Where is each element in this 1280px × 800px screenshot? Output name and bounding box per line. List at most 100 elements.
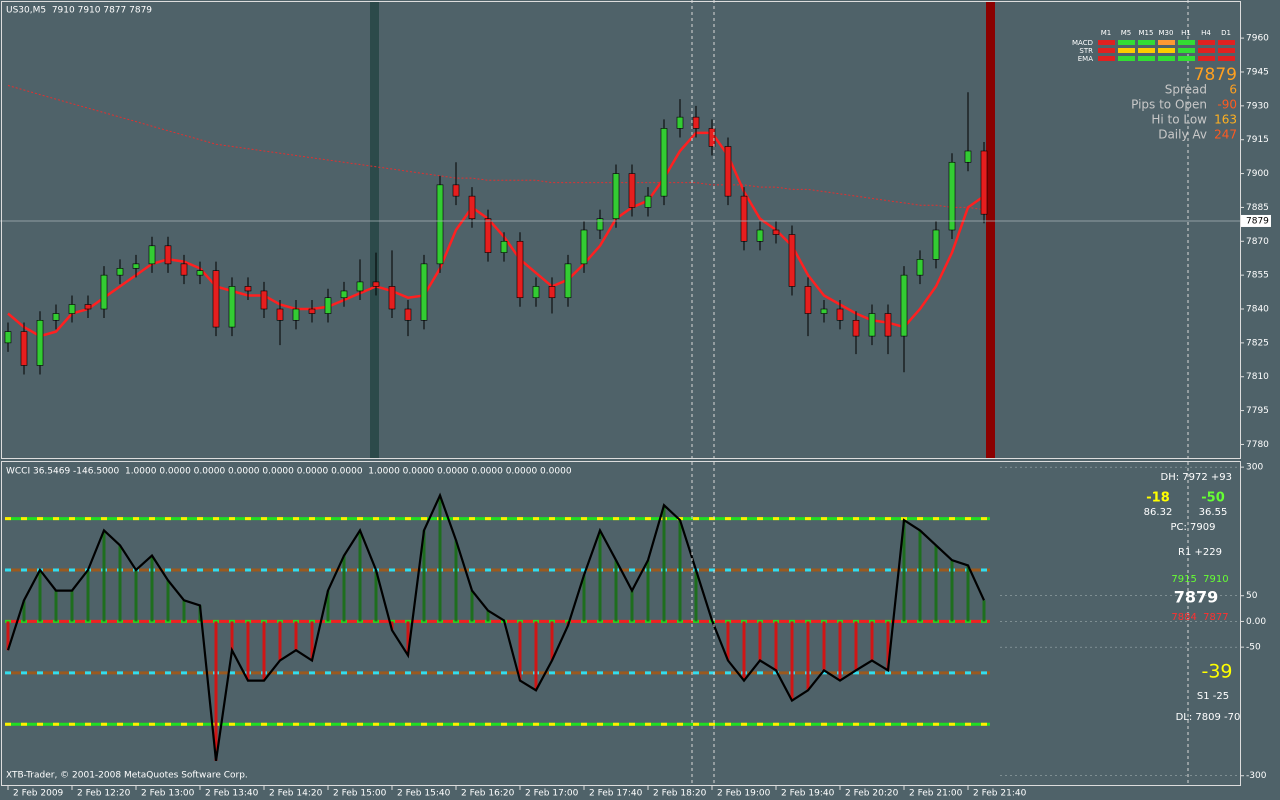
candle-body xyxy=(500,240,508,253)
histogram-bar xyxy=(614,560,618,622)
candle-body xyxy=(420,263,428,321)
pivot-text: 86.32 xyxy=(1144,507,1173,518)
pivot-text: -50 xyxy=(1201,491,1225,506)
info-value: 247 xyxy=(1214,128,1237,142)
indicator-label: EMA xyxy=(1078,55,1093,63)
candle-body xyxy=(292,308,300,321)
candle-body xyxy=(916,259,924,276)
info-value: 163 xyxy=(1214,113,1237,127)
histogram-bar xyxy=(534,621,538,691)
signal-cell xyxy=(1198,48,1215,53)
signal-cell xyxy=(1158,56,1175,61)
candle-body xyxy=(532,286,540,299)
timeframe-label: M1 xyxy=(1101,29,1112,37)
histogram-bar xyxy=(838,621,842,681)
histogram-bar xyxy=(742,621,746,681)
indicator-panel: 300 50 0.00 -50 -300 xyxy=(5,463,1267,781)
pivot-text: DL: 7809 -70 xyxy=(1176,712,1241,723)
histogram-bar xyxy=(182,600,186,622)
candle-body xyxy=(692,116,700,129)
y-tick-label: 7840 xyxy=(1246,305,1269,315)
histogram-bar xyxy=(966,565,970,622)
signal-cell xyxy=(1098,48,1115,53)
signal-cell xyxy=(1218,40,1235,45)
x-tick-label: 2 Feb 13:40 xyxy=(205,789,259,799)
histogram-bar xyxy=(470,590,474,622)
candle-body xyxy=(68,304,76,314)
y-tick-label: 7960 xyxy=(1246,34,1269,44)
candle-body xyxy=(436,184,444,265)
histogram-bar xyxy=(118,545,122,622)
histogram-bar xyxy=(598,530,602,622)
candle-body xyxy=(964,150,972,163)
signal-cell xyxy=(1178,48,1195,53)
histogram-bar xyxy=(278,621,282,661)
histogram-bar xyxy=(758,621,762,661)
histogram-bar xyxy=(374,570,378,622)
histogram-bar xyxy=(262,621,266,681)
histogram-bar xyxy=(822,621,826,671)
info-label: Daily Av xyxy=(1158,128,1207,142)
signal-cell xyxy=(1218,56,1235,61)
x-tick-label: 2 Feb 12:20 xyxy=(77,789,131,799)
candle-body xyxy=(324,297,332,314)
histogram-bar xyxy=(694,570,698,622)
x-tick-label: 2 Feb 14:20 xyxy=(269,789,323,799)
candle-body xyxy=(100,274,108,310)
candle-body xyxy=(36,319,44,366)
histogram-bar xyxy=(790,621,794,701)
histogram-bar xyxy=(870,621,874,661)
histogram-bar xyxy=(214,621,218,761)
candle-body xyxy=(164,245,172,265)
candle-body xyxy=(260,290,268,310)
candle-body xyxy=(308,308,316,314)
candle-body xyxy=(356,281,364,292)
price-big: 7879 xyxy=(1194,65,1237,85)
y-tick-label: -50 xyxy=(1246,643,1261,653)
histogram-bar xyxy=(358,530,362,622)
candle-body xyxy=(884,313,892,337)
x-tick-label: 2 Feb 13:00 xyxy=(141,789,195,799)
histogram-bar xyxy=(70,590,74,622)
candle-body xyxy=(116,268,124,276)
candle-body xyxy=(548,286,556,299)
histogram-bar xyxy=(438,495,442,622)
candle-body xyxy=(20,331,28,366)
histogram-bar xyxy=(310,621,314,661)
histogram-bar xyxy=(422,530,426,622)
y-tick-label: 7780 xyxy=(1246,440,1269,450)
moving-average xyxy=(7,85,985,211)
candle-body xyxy=(788,234,796,287)
histogram-bar xyxy=(342,555,346,622)
histogram-bar xyxy=(246,621,250,681)
footer: XTB-Trader, © 2001-2008 MetaQuotes Softw… xyxy=(6,771,248,781)
signal-cell xyxy=(1178,40,1195,45)
info-label: Hi to Low xyxy=(1151,113,1207,127)
pivot-text: R1 +229 xyxy=(1178,547,1222,558)
y-tick-label: 7885 xyxy=(1246,203,1269,213)
candle-body xyxy=(820,308,828,314)
histogram-bar xyxy=(774,621,778,671)
y-tick-label: 7855 xyxy=(1246,271,1269,281)
candle-body xyxy=(660,128,668,197)
signal-cell xyxy=(1138,56,1155,61)
candle-body xyxy=(852,319,860,337)
candle-body xyxy=(900,274,908,337)
candle-body xyxy=(804,286,812,314)
candle-body xyxy=(484,218,492,253)
signal-cell xyxy=(1158,40,1175,45)
histogram-bar xyxy=(950,560,954,622)
indicator-label: MACD xyxy=(1072,39,1093,47)
indicator-label: STR xyxy=(1079,47,1093,55)
candle-body xyxy=(948,161,956,231)
histogram-bar xyxy=(54,590,58,622)
histogram-bar xyxy=(134,570,138,622)
candle-body xyxy=(772,229,780,235)
candle-body xyxy=(180,263,188,276)
candle-body xyxy=(868,313,876,337)
histogram-bar xyxy=(230,621,234,651)
y-tick-label: 300 xyxy=(1246,463,1263,473)
